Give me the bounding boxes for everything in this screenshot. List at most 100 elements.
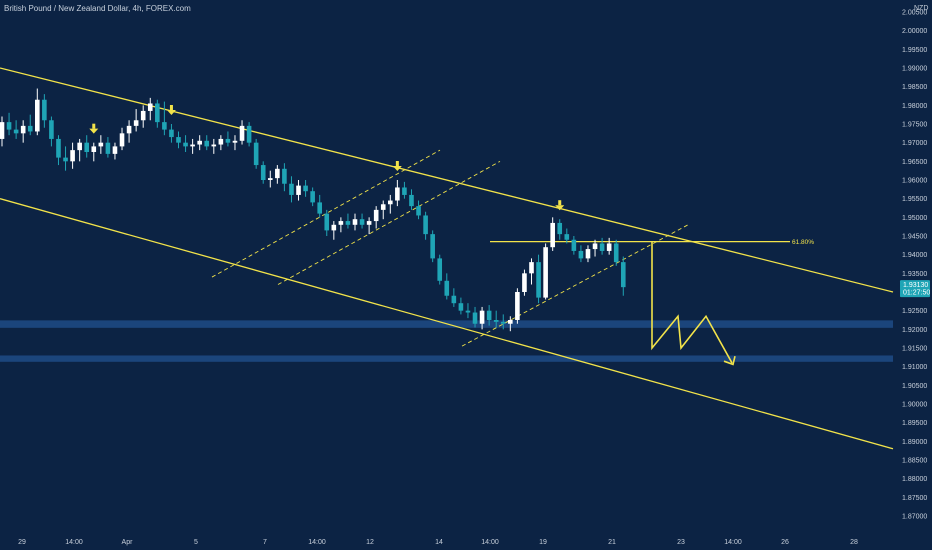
candle — [324, 209, 330, 236]
candle — [486, 305, 492, 326]
candle — [260, 161, 266, 184]
candle-body — [232, 140, 238, 143]
candle — [98, 135, 104, 154]
candle — [451, 288, 457, 307]
candle — [303, 180, 308, 197]
candle-body — [253, 142, 259, 166]
candle-body — [13, 129, 19, 134]
candle — [373, 206, 379, 229]
candle-body — [155, 103, 160, 123]
x-tick-label: 19 — [539, 539, 547, 546]
y-tick-label: 1.90000 — [902, 402, 927, 409]
candle-body — [77, 142, 82, 151]
candle — [437, 254, 443, 285]
projection-zigzag — [651, 241, 733, 364]
y-tick-label: 1.99500 — [902, 47, 927, 54]
candle-body — [331, 224, 337, 231]
x-tick-label: 28 — [850, 539, 858, 546]
candle-body — [606, 243, 612, 251]
candle — [620, 256, 626, 296]
candle — [70, 142, 75, 169]
y-tick-label: 1.98500 — [902, 84, 927, 91]
y-tick-label: 1.91500 — [902, 346, 927, 353]
arrow-head — [555, 205, 565, 211]
candle — [536, 254, 541, 304]
arrow-head — [89, 128, 99, 134]
candle-body — [479, 310, 485, 324]
candle-body — [465, 310, 471, 313]
arrow-head — [392, 166, 402, 171]
x-tick-label: 7 — [263, 539, 267, 546]
y-tick-label: 1.92500 — [902, 308, 927, 315]
candle-body — [395, 187, 400, 201]
x-tick-label: 23 — [677, 539, 685, 546]
arrow-down-icon — [555, 200, 565, 211]
candle-body — [380, 204, 386, 210]
candle — [345, 213, 351, 229]
x-tick-label: 12 — [366, 539, 374, 546]
candle — [105, 137, 111, 158]
candle — [133, 109, 139, 132]
candle-body — [402, 187, 407, 195]
candle — [352, 213, 358, 231]
dashed-rising-line — [461, 224, 689, 347]
candle — [84, 135, 90, 158]
y-tick-label: 1.87000 — [902, 514, 927, 521]
y-tick-label: 1.95500 — [902, 196, 927, 203]
candle — [388, 194, 393, 214]
candle — [267, 170, 273, 188]
candle-body — [105, 142, 111, 154]
candle-body — [543, 247, 548, 298]
candle-body — [133, 120, 139, 126]
x-tick-label: 14:00 — [308, 539, 326, 546]
candle — [310, 187, 315, 207]
y-tick-label: 1.89500 — [902, 420, 927, 427]
arrow-down-icon — [392, 161, 402, 171]
candle-body — [119, 133, 125, 147]
candle — [155, 99, 160, 128]
candle-body — [303, 185, 308, 192]
y-tick-label: 2.00500 — [902, 10, 927, 17]
x-tick-label: Apr — [122, 539, 134, 546]
candle-body — [20, 125, 26, 134]
candle-body — [571, 239, 577, 251]
y-tick-label: 1.88500 — [902, 458, 927, 465]
time-axis[interactable]: 29 14:00 Apr 5 7 14:00 12 14 14:00 19 21 23 14:00 26 2… — [18, 539, 858, 546]
candle-body — [451, 295, 457, 304]
candle — [20, 120, 26, 143]
y-tick-label: 1.93500 — [902, 271, 927, 278]
candle — [204, 135, 210, 151]
candle-body — [211, 144, 217, 147]
candle-body — [70, 150, 75, 162]
candle-body — [162, 122, 167, 130]
candle-body — [56, 138, 61, 158]
y-tick-label: 1.95000 — [902, 215, 927, 222]
candle-body — [359, 219, 365, 225]
y-tick-label: 2.00000 — [902, 28, 927, 35]
candle — [211, 138, 217, 154]
candle-body — [140, 110, 146, 121]
candle-body — [225, 138, 231, 143]
candle-body — [366, 221, 372, 225]
candle — [578, 245, 584, 263]
candle-body — [508, 320, 513, 324]
y-tick-label: 1.97500 — [902, 122, 927, 129]
candle-body — [324, 213, 330, 231]
candle-body — [500, 321, 506, 324]
candle — [13, 120, 19, 139]
candle-body — [35, 99, 40, 132]
y-tick-label: 1.87500 — [902, 495, 927, 502]
y-tick-label: 1.97000 — [902, 140, 927, 147]
candle — [416, 200, 421, 220]
candle-body — [42, 99, 47, 121]
candle-body — [493, 320, 499, 322]
candle-body — [472, 312, 478, 324]
candle — [218, 135, 224, 151]
x-tick-label: 29 — [18, 539, 26, 546]
candle-body — [218, 138, 224, 145]
candle-body — [310, 191, 315, 203]
y-tick-label: 1.88000 — [902, 476, 927, 483]
candle-body — [260, 165, 266, 180]
price-axis[interactable]: 2.00500 2.00000 1.99500 1.99000 1.98500 1.980… — [900, 5, 930, 521]
